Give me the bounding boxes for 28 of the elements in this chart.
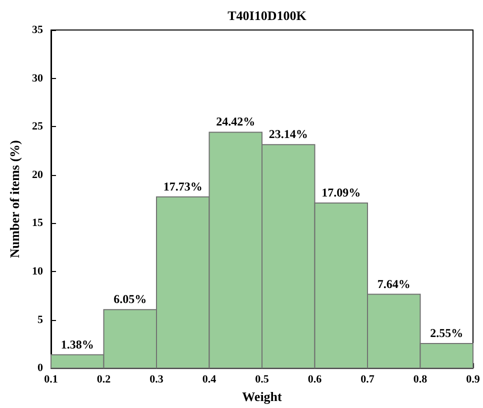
y-tick-label: 35 bbox=[32, 24, 44, 36]
data-label: 17.09% bbox=[322, 186, 361, 200]
data-label: 24.42% bbox=[216, 114, 256, 129]
x-tick-label: 0.1 bbox=[44, 374, 58, 386]
y-tick-label: 30 bbox=[32, 72, 44, 84]
data-label: 7.64% bbox=[377, 276, 410, 291]
x-tick-label: 0.2 bbox=[96, 374, 112, 386]
y-axis-title: Number of items (%) bbox=[7, 140, 22, 258]
y-tick-label: 5 bbox=[38, 314, 44, 326]
data-label: 1.38% bbox=[60, 337, 94, 352]
x-tick-label: 0.6 bbox=[308, 374, 322, 386]
data-label: 17.73% bbox=[163, 179, 202, 194]
y-tick-label: 15 bbox=[32, 217, 44, 230]
data-label: 2.55% bbox=[430, 326, 464, 340]
x-tick-label: 0.4 bbox=[202, 374, 217, 386]
y-tick-label: 25 bbox=[32, 120, 44, 133]
x-tick-label: 0.8 bbox=[413, 374, 428, 386]
x-tick-label: 0.7 bbox=[360, 374, 375, 386]
y-tick-label: 20 bbox=[32, 168, 44, 181]
x-axis-title: Weight bbox=[242, 389, 283, 404]
x-tick-label: 0.3 bbox=[150, 374, 164, 386]
y-tick-label: 0 bbox=[38, 362, 44, 374]
x-tick-label: 0.9 bbox=[466, 374, 480, 386]
data-label: 23.14% bbox=[268, 127, 308, 142]
x-tick-label: 0.5 bbox=[255, 374, 270, 386]
data-label: 6.05% bbox=[114, 292, 147, 306]
y-tick-label: 10 bbox=[32, 266, 44, 278]
chart-title: T40I10D100K bbox=[228, 8, 308, 23]
